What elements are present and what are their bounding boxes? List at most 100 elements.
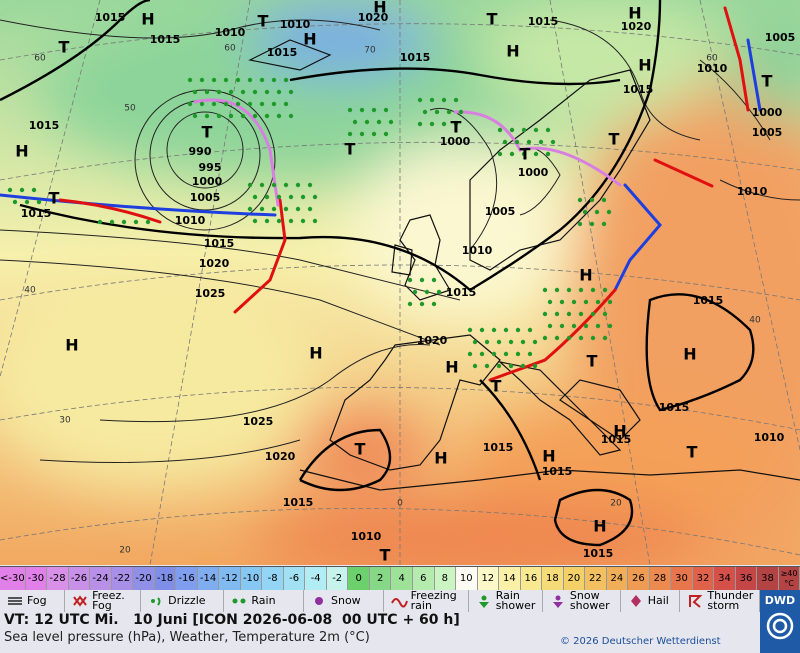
rain-dot — [602, 311, 608, 317]
latitude-label: 40 — [749, 316, 761, 326]
rain-dot — [359, 107, 365, 113]
rain-dot — [264, 113, 270, 119]
rain-dot — [422, 109, 428, 115]
scale-cell: 12 — [477, 567, 500, 590]
rain-dot — [36, 199, 42, 205]
pressure-label: 1010 — [697, 62, 728, 75]
rain-dot — [271, 77, 277, 83]
scale-cell: -24 — [90, 567, 112, 590]
latitude-label: 40 — [24, 286, 36, 296]
scale-cell: 24 — [606, 567, 629, 590]
rain-dot — [359, 131, 365, 137]
latitude-label: 50 — [124, 104, 136, 114]
rain-dot — [300, 218, 306, 224]
rain-dot — [283, 182, 289, 188]
rain-dot — [19, 187, 25, 193]
rain-dot — [582, 209, 588, 215]
rain-dot — [271, 206, 277, 212]
rain-dot — [514, 139, 520, 145]
rain-dot — [538, 139, 544, 145]
rain-dot — [547, 299, 553, 305]
rain-dot — [472, 363, 478, 369]
scale-cell: -16 — [176, 567, 198, 590]
rain-dot — [417, 121, 423, 127]
latitude-label: 60 — [706, 54, 718, 64]
rain-dot — [571, 323, 577, 329]
rain-dot — [515, 351, 521, 357]
pressure-label: 1015 — [659, 401, 690, 414]
rain-dot — [259, 101, 265, 107]
rain-dot — [312, 194, 318, 200]
scale-cell: -4 — [305, 567, 327, 590]
legend-label: Snow — [331, 594, 361, 607]
scale-cell: -2 — [326, 567, 349, 590]
pressure-label: 1010 — [280, 18, 311, 31]
rain-dot — [288, 194, 294, 200]
legend-label: Drizzle — [168, 594, 206, 607]
pressure-label: 1025 — [195, 287, 226, 300]
pressure-center: T — [687, 443, 698, 462]
pressure-center: H — [309, 344, 322, 363]
rain-dot — [12, 199, 18, 205]
scale-cell: 2 — [369, 567, 392, 590]
pressure-label: 1020 — [417, 334, 448, 347]
pressure-label: 1020 — [199, 257, 230, 270]
rain-dot — [228, 113, 234, 119]
legend-symbol — [151, 597, 161, 606]
rain-dot — [383, 107, 389, 113]
scale-cell: -12 — [219, 567, 241, 590]
rain-dot — [509, 151, 515, 157]
rain-dot — [520, 339, 526, 345]
rain-dot — [240, 113, 246, 119]
scale-low: <-30 — [0, 567, 26, 590]
rain-dot — [247, 101, 253, 107]
rain-dot — [547, 323, 553, 329]
rain-dot — [199, 101, 205, 107]
rain-dot — [497, 127, 503, 133]
rain-dot — [583, 323, 589, 329]
rain-dot — [407, 277, 413, 283]
rain-dot — [550, 139, 556, 145]
rain-dot — [532, 339, 538, 345]
precipitation-symbols — [7, 77, 613, 369]
legend-symbol — [478, 595, 489, 608]
rain-dot — [276, 89, 282, 95]
rain-dot — [388, 119, 394, 125]
scale-cell: 14 — [499, 567, 521, 590]
rain-dot — [371, 131, 377, 137]
pressure-center: H — [613, 422, 626, 441]
legend-label: Freezing rain — [410, 589, 457, 612]
pressure-center: H — [542, 447, 555, 466]
pressure-label: 1015 — [623, 83, 654, 96]
pressure-center: T — [59, 38, 70, 57]
dwd-logo: DWD — [760, 590, 800, 653]
pressure-label: 990 — [189, 145, 212, 158]
pressure-label: 1010 — [754, 431, 785, 444]
isobars-thick — [0, 0, 755, 547]
legend-item: Rain shower — [469, 590, 543, 612]
rain-dot — [458, 109, 464, 115]
rain-dot — [24, 199, 30, 205]
rain-dot — [559, 299, 565, 305]
legend-symbol — [315, 597, 323, 605]
rain-dot — [259, 77, 265, 83]
rain-dot — [264, 89, 270, 95]
rain-dot — [252, 89, 258, 95]
legend-label: Fog — [27, 594, 47, 607]
pressure-label: 1005 — [765, 31, 796, 44]
rain-dot — [491, 327, 497, 333]
rain-dot — [347, 107, 353, 113]
rain-dot — [502, 139, 508, 145]
rain-dot — [578, 311, 584, 317]
pressure-label: 1005 — [485, 205, 516, 218]
legend-item: Freez. Fog — [65, 590, 142, 612]
pressure-label: 1015 — [267, 46, 298, 59]
rain-dot — [566, 335, 572, 341]
pressure-center: T — [587, 352, 598, 371]
rain-dot — [602, 287, 608, 293]
rain-dot — [364, 119, 370, 125]
rain-dot — [192, 89, 198, 95]
description: Sea level pressure (hPa), Weather, Tempe… — [4, 630, 370, 645]
scale-cell: 26 — [628, 567, 650, 590]
copyright: © 2026 Deutscher Wetterdienst — [560, 636, 721, 647]
